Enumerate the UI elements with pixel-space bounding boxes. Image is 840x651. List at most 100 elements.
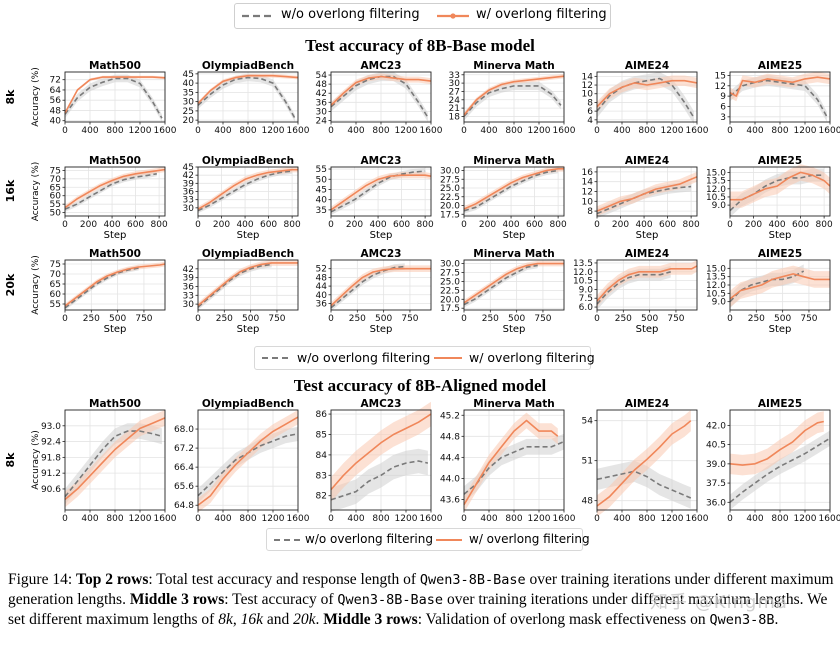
y-tick-label: 83 bbox=[316, 471, 327, 481]
subplot-title: OlympiadBench bbox=[202, 60, 294, 72]
caption-top-rows: Top 2 rows bbox=[76, 571, 149, 588]
y-tick-label: 10.5 bbox=[706, 193, 726, 203]
y-tick-label: 86 bbox=[316, 410, 328, 420]
legend-wo-label: w/o overlong filtering bbox=[305, 532, 433, 546]
series-line-with-filtering bbox=[729, 76, 831, 97]
y-tick-label: 75 bbox=[50, 260, 61, 270]
y-tick-label: 50 bbox=[50, 209, 62, 219]
y-tick-label: 54 bbox=[316, 71, 328, 81]
x-tick-label: 500 bbox=[641, 314, 658, 324]
x-tick-label: 0 bbox=[328, 314, 334, 324]
y-tick-label: 14 bbox=[582, 72, 594, 82]
series-band bbox=[464, 412, 558, 513]
y-tick-label: 16 bbox=[582, 168, 594, 178]
legend-w-swatch bbox=[437, 13, 469, 19]
x-tick-label: 0 bbox=[62, 514, 68, 524]
y-tick-label: 10 bbox=[582, 90, 594, 100]
x-tick-label: 800 bbox=[417, 220, 434, 230]
x-tick-label: 0 bbox=[727, 220, 733, 230]
series-line-with-filtering bbox=[64, 168, 166, 209]
x-axis-label: Step bbox=[636, 324, 659, 335]
series-line-without-filtering bbox=[596, 470, 692, 499]
x-tick-label: 500 bbox=[109, 314, 126, 324]
x-tick-label: 400 bbox=[480, 514, 497, 524]
x-tick-label: 0 bbox=[195, 314, 201, 324]
y-tick-label: 30.0 bbox=[440, 167, 460, 177]
x-axis-label: Step bbox=[769, 230, 792, 241]
series-line-without-filtering bbox=[197, 170, 293, 212]
x-tick-label: 600 bbox=[659, 220, 676, 230]
y-tick-label: 85 bbox=[316, 430, 327, 440]
y-tick-label: 9 bbox=[720, 92, 726, 102]
legend-bottom: w/o overlong filtering w/ overlong filte… bbox=[266, 528, 590, 551]
y-tick-label: 45.2 bbox=[440, 411, 460, 421]
y-tick-label: 90.6 bbox=[41, 485, 61, 495]
y-tick-label: 44 bbox=[316, 282, 328, 292]
y-tick-label: 64 bbox=[50, 86, 62, 96]
y-tick-label: 24 bbox=[316, 116, 328, 126]
plot-frame bbox=[330, 259, 432, 311]
x-tick-label: 800 bbox=[372, 126, 389, 136]
y-tick-label: 17.5 bbox=[440, 304, 460, 314]
x-tick-label: 1200 bbox=[395, 514, 418, 524]
y-tick-label: 20.0 bbox=[440, 202, 460, 212]
y-tick-label: 27.5 bbox=[440, 269, 460, 279]
caption-length: 16k bbox=[240, 611, 263, 628]
y-tick-label: 55 bbox=[50, 300, 61, 310]
x-tick-label: 1200 bbox=[129, 126, 152, 136]
series-line-without-filtering bbox=[729, 437, 831, 503]
y-tick-label: 24 bbox=[449, 96, 461, 106]
x-tick-label: 400 bbox=[746, 514, 763, 524]
subplot-title: Minerva Math bbox=[473, 60, 554, 72]
caption-text: . bbox=[315, 611, 320, 628]
y-tick-label: 15 bbox=[715, 71, 726, 81]
y-tick-label: 27.5 bbox=[440, 175, 460, 185]
y-tick-label: 40 bbox=[50, 117, 62, 127]
y-tick-label: 12.0 bbox=[706, 281, 726, 291]
x-tick-label: 1600 bbox=[819, 126, 840, 136]
x-tick-label: 1200 bbox=[395, 126, 418, 136]
x-tick-label: 400 bbox=[746, 126, 763, 136]
x-tick-label: 400 bbox=[635, 220, 652, 230]
x-tick-label: 750 bbox=[534, 314, 551, 324]
y-tick-label: 48 bbox=[50, 106, 62, 116]
x-tick-label: 800 bbox=[239, 126, 256, 136]
x-tick-label: 250 bbox=[615, 314, 632, 324]
series-line-with-filtering bbox=[197, 74, 299, 105]
series-line-without-filtering bbox=[596, 271, 671, 305]
x-tick-label: 0 bbox=[62, 126, 68, 136]
subplot-title: AIME25 bbox=[758, 155, 802, 167]
x-tick-label: 0 bbox=[62, 314, 68, 324]
x-tick-label: 400 bbox=[613, 126, 630, 136]
y-tick-label: 12 bbox=[582, 81, 593, 91]
subplot-title: OlympiadBench bbox=[202, 398, 294, 410]
plot-frame bbox=[197, 259, 299, 311]
series-line-with-filtering bbox=[596, 420, 692, 507]
series-line-with-filtering bbox=[729, 420, 824, 466]
series-band bbox=[730, 430, 830, 510]
y-tick-label: 20 bbox=[183, 116, 195, 126]
y-tick-label: 30 bbox=[183, 204, 195, 214]
subplot-aligned-8k-olympiadbench: 0 400 800 1200 1600 64.8 65.6 66.4 67.2 68.0 Olymp… bbox=[174, 398, 310, 524]
caption-length: 8k bbox=[218, 611, 233, 628]
x-tick-label: 0 bbox=[195, 126, 201, 136]
y-tick-label: 35 bbox=[183, 88, 194, 98]
series-line-without-filtering bbox=[463, 85, 562, 117]
y-tick-label: 40 bbox=[316, 291, 328, 301]
plot-frame bbox=[463, 259, 565, 311]
subplot-title: AMC23 bbox=[361, 248, 402, 260]
x-tick-label: 1200 bbox=[129, 514, 152, 524]
plot-frame bbox=[463, 166, 565, 217]
series-line-with-filtering bbox=[64, 263, 166, 307]
subplot-title: Minerva Math bbox=[473, 398, 554, 410]
plot-frame bbox=[729, 166, 831, 217]
y-tick-label: 70 bbox=[50, 175, 62, 185]
x-tick-label: 0 bbox=[727, 126, 733, 136]
series-line-without-filtering bbox=[330, 170, 426, 213]
x-tick-label: 200 bbox=[479, 220, 496, 230]
series-line-without-filtering bbox=[64, 77, 163, 119]
y-tick-label: 30 bbox=[183, 98, 195, 108]
